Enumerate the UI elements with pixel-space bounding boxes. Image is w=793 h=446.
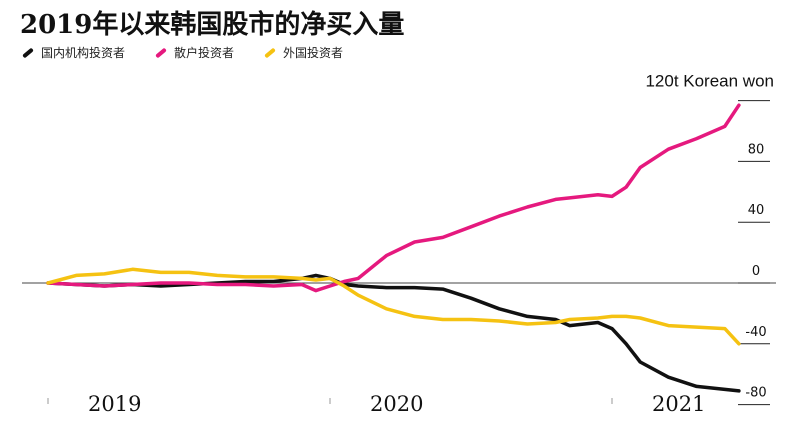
y-tick-label: -80 [745,386,766,401]
series-line-institutional [46,273,741,393]
labels-layer: 80 40 0 -40 -80 120t Korean won 2019 2020 2021 [88,72,774,416]
legend-label-institutional: 国内机构投资者 [41,46,126,60]
x-tick-label: 2021 [652,392,705,416]
y-tick-label: 0 [752,264,760,279]
series-line-retail [46,103,741,293]
legend-label-foreign: 外国投资者 [283,46,344,60]
legend-item-retail: 散户投资者 [155,44,234,61]
series-layer [46,103,741,393]
axes-layer [22,100,776,406]
chart-title: 2019年以来韩国股市的净买入量 [20,10,405,40]
y-tick-label: 40 [748,203,765,218]
x-tick-label: 2020 [370,392,423,416]
y-tick-label: 80 [748,142,765,157]
x-tick-label: 2019 [88,392,141,416]
legend-label-retail: 散户投资者 [174,46,235,60]
y-tick-label: -40 [745,325,766,340]
legend: 国内机构投资者 散户投资者 外国投资者 [22,44,373,61]
unit-label: 120t Korean won [645,72,774,91]
legend-item-foreign: 外国投资者 [264,44,343,61]
series-line-foreign [46,267,741,346]
legend-item-institutional: 国内机构投资者 [22,44,125,61]
